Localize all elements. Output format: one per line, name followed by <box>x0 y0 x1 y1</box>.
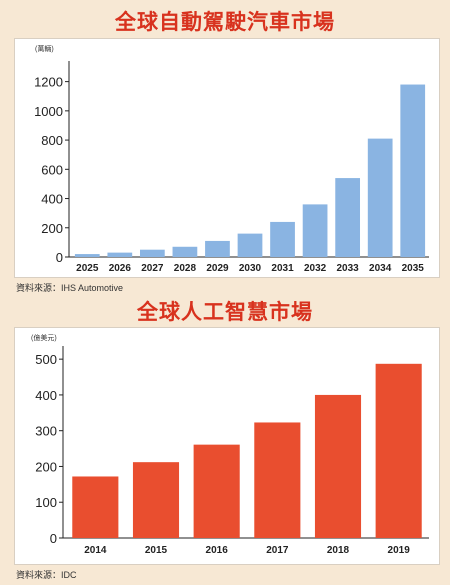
chart2-y-tick-label: 400 <box>35 388 57 403</box>
chart2-unit-label: (億美元) <box>31 333 57 342</box>
chart2-bar <box>72 476 119 538</box>
chart1-x-tick-label: 2031 <box>271 263 294 274</box>
chart2-bar <box>132 462 180 538</box>
chart2-bar <box>254 422 301 538</box>
chart2-plot: (億美元) 0 100 200 300 400 500 2014 2015 2016 2017 201… <box>31 333 429 556</box>
chart1-bar <box>400 84 426 258</box>
chart2-x-tick-label: 2015 <box>145 545 168 556</box>
chart1-x-tick-label: 2033 <box>337 263 360 274</box>
chart2-x-tick-label: 2017 <box>266 545 289 556</box>
chart1-y-tick-label: 0 <box>56 250 63 265</box>
chart1-x-tick-label: 2026 <box>109 263 132 274</box>
chart1-plot: (萬輛) 0 200 400 600 800 1000 1200 2025 2026 2027 202… <box>34 44 429 274</box>
chart1-x-tick-label: 2025 <box>76 263 99 274</box>
chart1-bar <box>302 204 328 257</box>
chart2-y-tick-label: 100 <box>35 495 57 510</box>
chart1-unit-label: (萬輛) <box>35 44 54 53</box>
chart1-bar <box>139 249 165 257</box>
chart1-bar <box>172 246 198 257</box>
chart2-source: 資料來源：IDC <box>16 570 77 580</box>
chart1-x-tick-label: 2030 <box>239 263 262 274</box>
chart1-bar <box>237 233 263 257</box>
chart2-title: 全球人工智慧市場 <box>137 299 313 324</box>
chart1-y-tick-label: 1200 <box>34 75 63 90</box>
chart1-panel: (萬輛) 0 200 400 600 800 1000 1200 2025 2026 2027 202… <box>14 38 440 278</box>
chart1-y-tick-label: 200 <box>41 221 63 236</box>
chart2-x-tick-label: 2018 <box>327 545 350 556</box>
chart1-bar <box>335 178 361 257</box>
chart1-source: 資料來源：IHS Automotive <box>16 283 124 293</box>
chart2-bar <box>193 444 240 538</box>
chart2-y-tick-label: 300 <box>35 424 57 439</box>
chart2-panel: (億美元) 0 100 200 300 400 500 2014 2015 2016 2017 201… <box>14 327 440 565</box>
chart2-y-tick-label: 500 <box>35 352 57 367</box>
chart1-y-tick-label: 800 <box>41 133 63 148</box>
chart1-x-tick-label: 2027 <box>141 263 164 274</box>
chart1-bar <box>74 254 100 257</box>
chart1-bar <box>107 252 133 257</box>
chart1-y-tick-label: 600 <box>41 162 63 177</box>
chart2-y-tick-label: 200 <box>35 459 57 474</box>
chart2-y-tick-label: 0 <box>50 531 57 546</box>
chart2-bar <box>314 394 362 538</box>
chart2-x-tick-label: 2016 <box>206 545 229 556</box>
chart2-x-tick-label: 2014 <box>84 545 107 556</box>
chart2-bar <box>375 363 422 538</box>
chart1-y-tick-label: 1000 <box>34 104 63 119</box>
chart2-x-tick-label: 2019 <box>388 545 411 556</box>
chart1-x-tick-label: 2032 <box>304 263 327 274</box>
chart1-x-tick-label: 2035 <box>402 263 425 274</box>
chart1-title: 全球自動駕駛汽車市場 <box>115 9 335 34</box>
chart1-x-tick-label: 2029 <box>206 263 229 274</box>
chart1-y-tick-label: 400 <box>41 192 63 207</box>
chart1-x-tick-label: 2034 <box>369 263 392 274</box>
chart1-bar <box>270 221 295 257</box>
chart1-x-tick-label: 2028 <box>174 263 197 274</box>
chart1-bar <box>367 138 393 257</box>
chart1-bar <box>205 240 230 257</box>
